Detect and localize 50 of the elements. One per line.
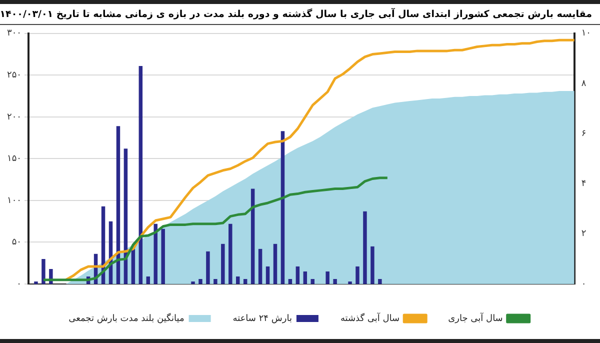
bar bbox=[214, 278, 218, 284]
legend-label: سال آبی جاری bbox=[448, 312, 503, 324]
bar bbox=[266, 266, 270, 284]
bar bbox=[250, 188, 255, 284]
legend-label: سال آبی گذشته bbox=[340, 312, 400, 324]
bar bbox=[378, 278, 382, 284]
bar bbox=[348, 281, 352, 284]
bar bbox=[280, 131, 285, 284]
bar bbox=[363, 211, 367, 284]
bar bbox=[131, 248, 136, 284]
y-tick-label: ۰ bbox=[16, 279, 22, 290]
bar bbox=[303, 271, 308, 284]
y2-tick-label: ۲ bbox=[581, 229, 586, 240]
bar bbox=[34, 281, 38, 284]
y2-tick-label: ۱۰ bbox=[581, 28, 592, 39]
chart-title: مقایسه بارش تجمعی کشوراز ابتدای سال آبی جاری با سال گذشته و دوره بلند مدت در بازه ی زمانی مشابه تا تاریخ ۱۴۰۰/۰۳/۰۱ bbox=[0, 4, 600, 25]
bar bbox=[310, 278, 314, 284]
bar bbox=[273, 244, 278, 284]
y-tick-label: ۵۰ bbox=[12, 238, 22, 248]
bar bbox=[191, 281, 195, 284]
y-tick-label: ۱۰۰ bbox=[6, 196, 22, 206]
legend-label: میانگین بلند مدت بارش تجمعی bbox=[68, 312, 184, 324]
bar bbox=[288, 278, 292, 284]
legend-label: بارش ۲۴ ساعته bbox=[232, 314, 292, 324]
bar bbox=[236, 276, 240, 284]
y2-tick-label: ۶ bbox=[581, 128, 586, 139]
bar bbox=[154, 224, 158, 284]
y2-tick-label: ۸ bbox=[581, 78, 586, 89]
bar bbox=[326, 271, 330, 284]
y-tick-label: ۱۵۰ bbox=[6, 154, 22, 164]
bar bbox=[116, 126, 120, 284]
bar bbox=[206, 251, 210, 284]
bar bbox=[356, 266, 360, 284]
y2-tick-label: ۰ bbox=[581, 279, 586, 290]
y2-tick-label: ۴ bbox=[581, 179, 586, 190]
bar bbox=[333, 278, 337, 284]
bar bbox=[161, 228, 165, 284]
bar bbox=[228, 224, 232, 284]
bar bbox=[42, 258, 46, 284]
bar bbox=[258, 248, 262, 284]
bar bbox=[138, 66, 143, 284]
bar bbox=[198, 278, 202, 284]
bar bbox=[146, 276, 150, 284]
y-tick-label: ۲۰۰ bbox=[6, 112, 22, 122]
y-tick-label: ۲۵۰ bbox=[6, 70, 22, 81]
bar bbox=[370, 246, 374, 284]
y-tick-label: ۳۰۰ bbox=[6, 28, 22, 39]
bar bbox=[243, 278, 248, 284]
bar bbox=[296, 266, 300, 284]
bar bbox=[221, 244, 225, 284]
